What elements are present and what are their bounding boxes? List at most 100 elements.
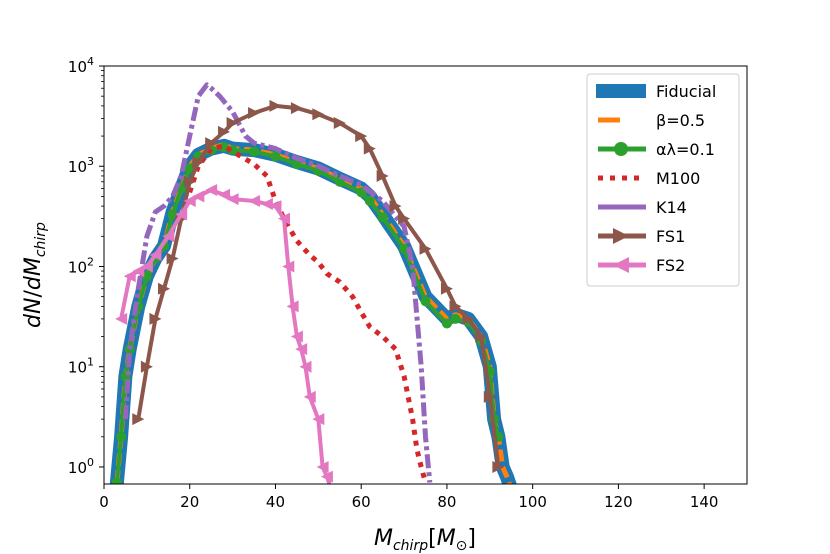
legend-label: M100	[656, 169, 700, 188]
legend-label: K14	[656, 198, 687, 217]
y-axis-label: dN/dMchirp	[21, 222, 49, 328]
y-tick-label: 103	[68, 155, 94, 176]
data-point	[355, 130, 368, 143]
legend-item: FS1	[598, 227, 685, 246]
data-point	[111, 477, 122, 484]
data-point	[184, 163, 195, 174]
x-axis-label: Mchirp[M⊙]	[374, 526, 476, 554]
legend-box	[586, 73, 740, 287]
series-line	[136, 103, 501, 468]
data-point	[312, 413, 325, 426]
y-axis: 100 101 102 103 104	[68, 55, 104, 477]
series-K14	[122, 82, 433, 483]
data-point	[483, 390, 496, 403]
data-point	[218, 188, 231, 201]
legend-label: FS1	[656, 227, 685, 246]
data-point	[205, 137, 218, 150]
data-point	[166, 252, 179, 265]
data-point	[335, 483, 338, 484]
data-point	[303, 390, 316, 403]
data-point	[462, 312, 475, 325]
data-point	[376, 169, 389, 182]
x-tick-label: 0	[99, 493, 109, 511]
data-point	[450, 313, 461, 324]
data-point	[363, 142, 376, 155]
plot-frame	[103, 65, 748, 485]
legend-label: Fiducial	[656, 82, 716, 101]
data-point	[115, 312, 128, 325]
data-point	[440, 282, 453, 295]
data-point	[183, 175, 196, 188]
data-point	[312, 108, 325, 121]
y-tick-label: 101	[68, 356, 94, 377]
data-point	[183, 195, 196, 208]
legend-item: M100	[598, 169, 700, 188]
legend-label: β=0.5	[656, 111, 705, 130]
data-point	[123, 270, 136, 283]
data-point	[299, 360, 312, 373]
data-point	[286, 300, 299, 313]
series-line	[122, 82, 433, 483]
data-point	[260, 198, 273, 211]
x-tick-label: 100	[518, 493, 547, 511]
legend-item: K14	[598, 198, 687, 217]
y-tick-label: 100	[68, 456, 94, 477]
data-point	[116, 431, 127, 442]
x-tick-label: 20	[180, 493, 199, 511]
data-point	[320, 470, 333, 483]
data-point	[162, 230, 175, 243]
data-point	[270, 151, 281, 162]
data-point	[475, 330, 488, 343]
data-point	[364, 196, 375, 207]
data-point	[295, 343, 308, 356]
data-point	[419, 242, 432, 255]
data-point	[140, 260, 153, 273]
data-point	[249, 146, 260, 157]
data-point	[333, 116, 346, 129]
legend-item: FS2	[598, 256, 685, 275]
data-point	[282, 260, 295, 273]
data-point	[226, 193, 239, 206]
data-point	[132, 413, 145, 426]
data-point	[449, 300, 462, 313]
x-tick-label: 120	[604, 493, 633, 511]
x-axis: 0 20 40 60 80 100 120 140	[99, 484, 718, 511]
data-point	[218, 125, 231, 138]
data-point	[316, 460, 329, 473]
series-FS1	[132, 99, 505, 473]
data-point	[389, 200, 402, 213]
series-M100	[187, 143, 428, 484]
data-point	[149, 312, 162, 325]
y-tick-label: 104	[68, 55, 94, 76]
data-point	[420, 296, 431, 307]
data-point	[269, 99, 282, 112]
legend-item: Fiducial	[596, 82, 716, 101]
data-point	[441, 318, 452, 329]
legend-label: αλ=0.1	[656, 140, 715, 159]
data-point	[140, 360, 153, 373]
series-FS2	[115, 183, 338, 484]
data-point	[248, 195, 261, 208]
data-point	[149, 249, 162, 262]
data-point	[398, 212, 411, 225]
legend-item: β=0.5	[598, 111, 705, 130]
x-tick-label: 40	[266, 493, 285, 511]
x-tick-label: 60	[352, 493, 371, 511]
legend-marker	[613, 228, 629, 244]
data-point	[290, 330, 303, 343]
y-tick-label: 102	[68, 255, 94, 276]
data-point	[248, 106, 261, 119]
data-point	[377, 212, 388, 223]
data-point	[290, 102, 303, 115]
data-point	[205, 183, 218, 196]
data-point	[192, 156, 205, 169]
data-point	[141, 271, 152, 282]
series-line	[187, 143, 428, 484]
data-point	[192, 190, 205, 203]
data-point	[399, 243, 410, 254]
series-layer	[109, 82, 517, 484]
legend-label: FS2	[656, 256, 685, 275]
data-point	[175, 208, 188, 221]
legend-marker	[614, 142, 628, 156]
